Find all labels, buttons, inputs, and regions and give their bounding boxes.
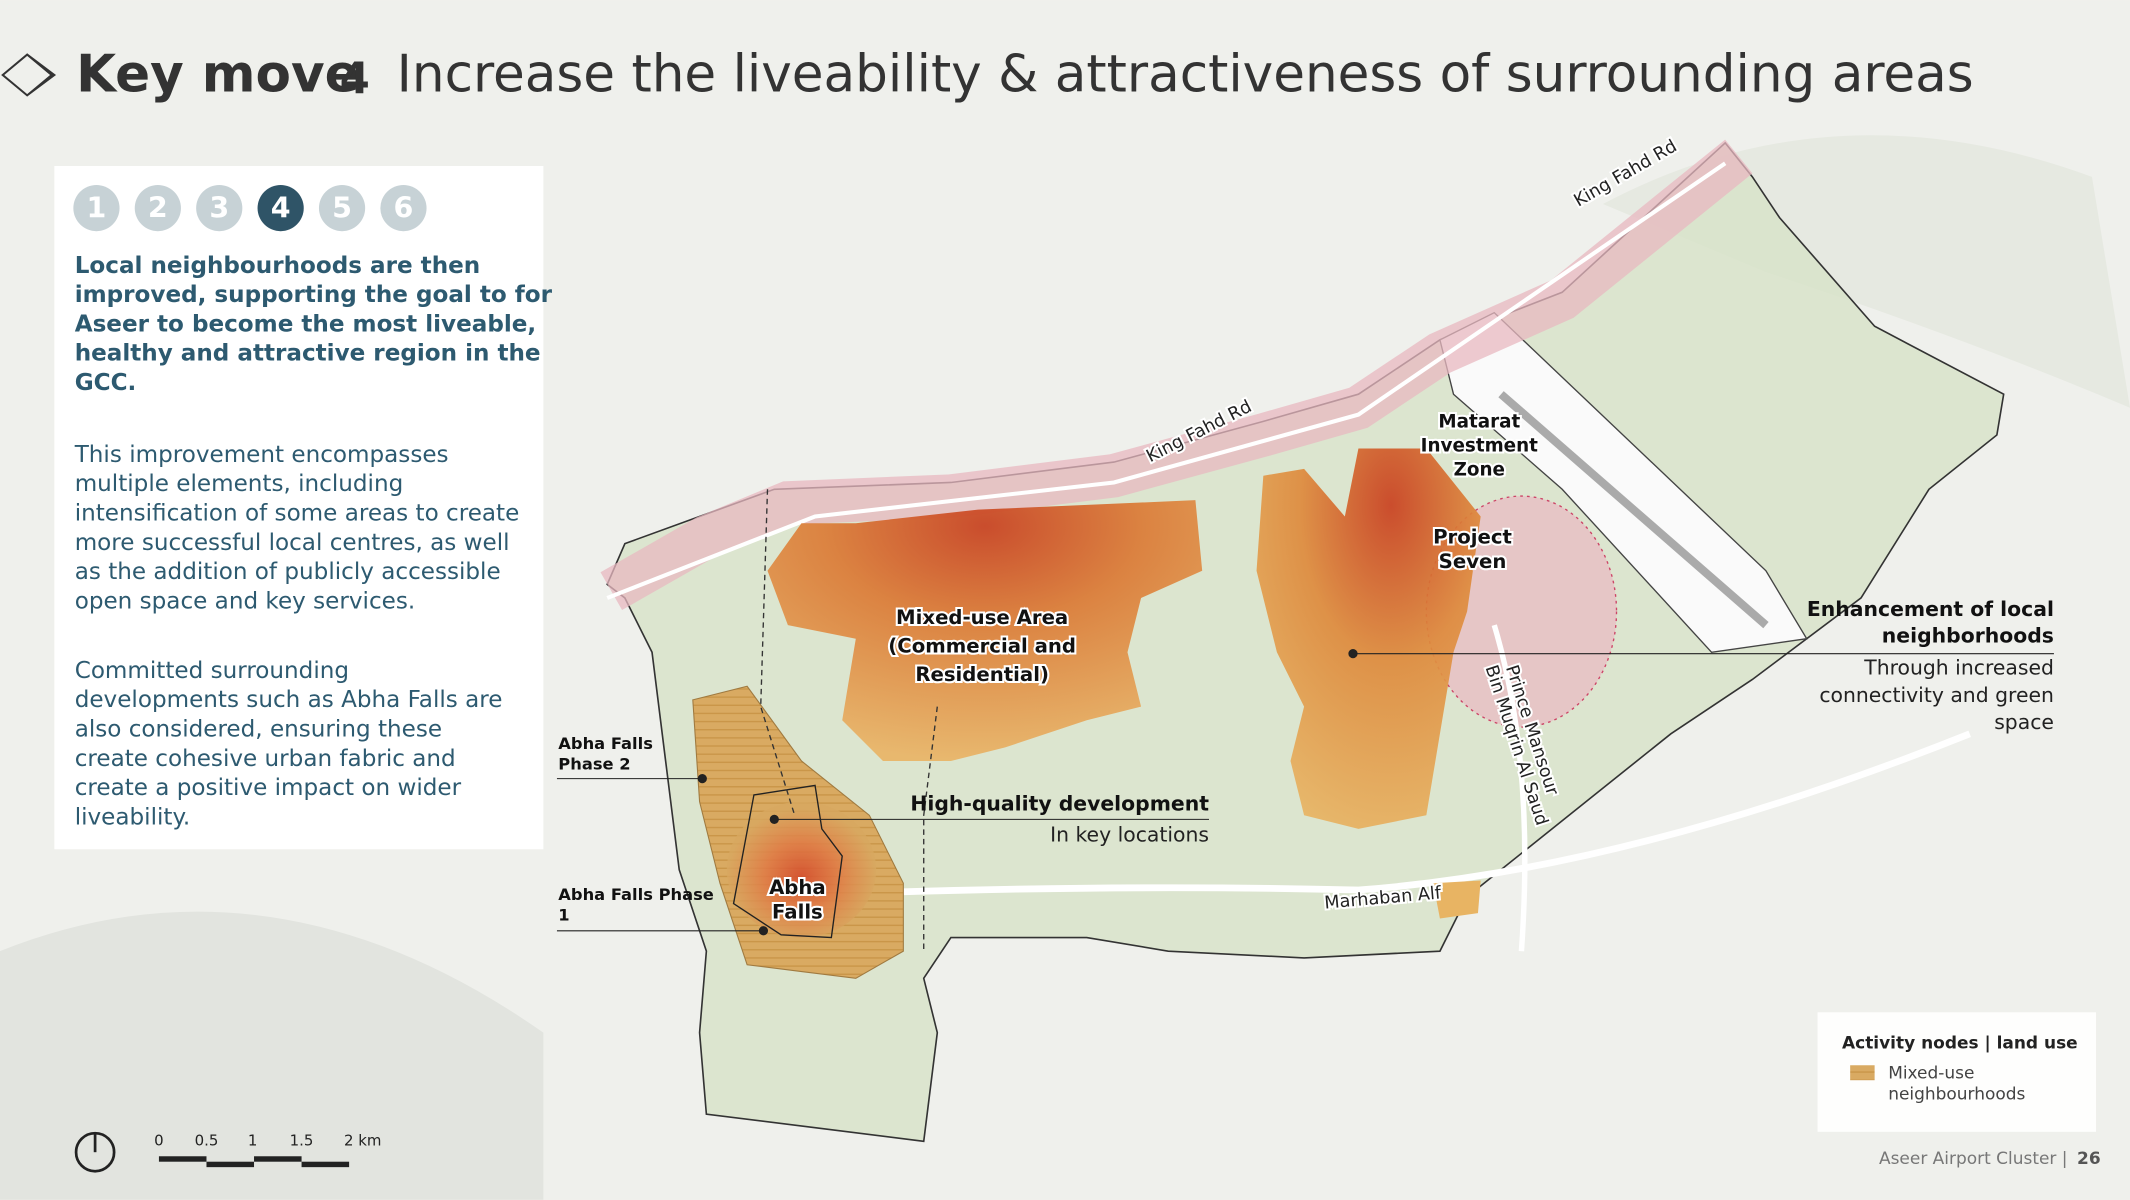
scale-label: 1.5 — [290, 1131, 314, 1149]
callout-text: In key locations — [1050, 823, 1209, 847]
step-circle — [134, 185, 181, 232]
callout-title: Enhancement of local — [1807, 597, 2054, 621]
map-label: Seven — [1439, 550, 1507, 573]
step-circle — [380, 185, 427, 232]
key-move-icon — [1, 53, 57, 97]
callout-text: connectivity and green — [1819, 683, 2054, 707]
mixed-use-area — [1433, 880, 1481, 919]
road — [1491, 624, 1528, 952]
terrain — [0, 911, 544, 1200]
step-number: 2 — [148, 191, 168, 224]
page-number: 26 — [2077, 1149, 2101, 1169]
map-label: Project — [1433, 526, 1512, 549]
panel-lead: Local neighbourhoods are then — [75, 253, 481, 279]
scale-label: 1 — [248, 1131, 258, 1149]
map-label: Falls — [772, 901, 823, 924]
king-fahd-corridor — [600, 139, 1753, 611]
map-label: Zone — [1454, 459, 1505, 480]
road — [606, 161, 1727, 600]
title-bold: Key move — [76, 45, 360, 105]
step-number: 3 — [209, 191, 229, 224]
title-number: 4 — [340, 54, 370, 104]
panel-lead: healthy and attractive region in the — [75, 341, 541, 367]
abha-falls-core — [726, 801, 877, 938]
road — [760, 730, 1971, 901]
panel-text: more successful local centres, as well — [75, 530, 510, 556]
panel-text: also considered, ensuring these — [75, 717, 442, 743]
panel-text: create a positive impact on wider — [75, 775, 462, 801]
panel-lead: improved, supporting the goal to for — [75, 282, 553, 308]
legend-item: neighbourhoods — [1888, 1084, 2025, 1104]
callout-text: space — [1994, 710, 2054, 734]
phase-line — [923, 706, 938, 952]
step-circle — [257, 185, 304, 232]
step-circle — [73, 185, 120, 232]
panel-text: create cohesive urban fabric and — [75, 746, 456, 772]
panel-text: Committed surrounding — [75, 658, 349, 684]
abha-falls-outline — [732, 784, 843, 939]
map-label: Abha — [769, 876, 826, 899]
map-label: 1 — [558, 905, 569, 924]
mixed-use-area — [767, 500, 1203, 761]
map-label: Residential) — [915, 663, 1049, 686]
title: Increase the liveability & attractivenes… — [397, 45, 1974, 105]
map-label: Matarat — [1438, 412, 1520, 433]
step-circle — [318, 185, 366, 232]
panel-text: developments such as Abha Falls are — [75, 687, 503, 713]
map-label: Investment — [1421, 435, 1538, 456]
step-number: 6 — [394, 191, 414, 224]
map-label: Abha Falls Phase — [558, 885, 714, 904]
runway — [1498, 391, 1769, 629]
panel-text: liveability. — [75, 805, 190, 831]
footer-text: Aseer Airport Cluster | — [1879, 1149, 2068, 1169]
panel-lead: GCC. — [75, 370, 137, 396]
legend-item: Mixed-use — [1888, 1063, 1974, 1083]
panel-text: open space and key services. — [75, 589, 415, 615]
legend-title: Activity nodes | land use — [1842, 1034, 2078, 1054]
scale-bar — [158, 1156, 350, 1168]
map-label: (Commercial and — [888, 634, 1076, 657]
map-label: Mixed-use Area — [896, 606, 1068, 629]
step-indicator: 1 2 3 4 5 6 — [73, 185, 427, 232]
map-label: Phase 2 — [558, 755, 630, 774]
leaders — [556, 649, 2054, 936]
scale-label: 0.5 — [195, 1131, 219, 1149]
mixed-use-area — [1256, 448, 1481, 829]
step-number: 1 — [87, 191, 107, 224]
info-panel — [54, 165, 544, 850]
panel-text: This improvement encompasses — [74, 442, 449, 468]
callout-text: Through increased — [1863, 656, 2054, 680]
callout-title: High-quality development — [910, 791, 1209, 815]
map-label: Abha Falls — [558, 734, 653, 753]
step-number: 5 — [332, 191, 352, 224]
scale-label: 0 — [154, 1131, 164, 1149]
step-circle — [196, 185, 243, 232]
airport — [1439, 311, 1808, 654]
scale-label: 2 km — [344, 1131, 381, 1149]
panel-text: multiple elements, including — [75, 471, 404, 497]
panel-lead: Aseer to become the most liveable, — [75, 311, 536, 337]
panel-text: as the addition of publicly accessible — [75, 559, 501, 585]
callout-title: neighborhoods — [1882, 624, 2054, 648]
panel-text: intensification of some areas to create — [75, 501, 520, 527]
step-number: 4 — [271, 191, 291, 224]
legend-swatch — [1850, 1065, 1875, 1081]
